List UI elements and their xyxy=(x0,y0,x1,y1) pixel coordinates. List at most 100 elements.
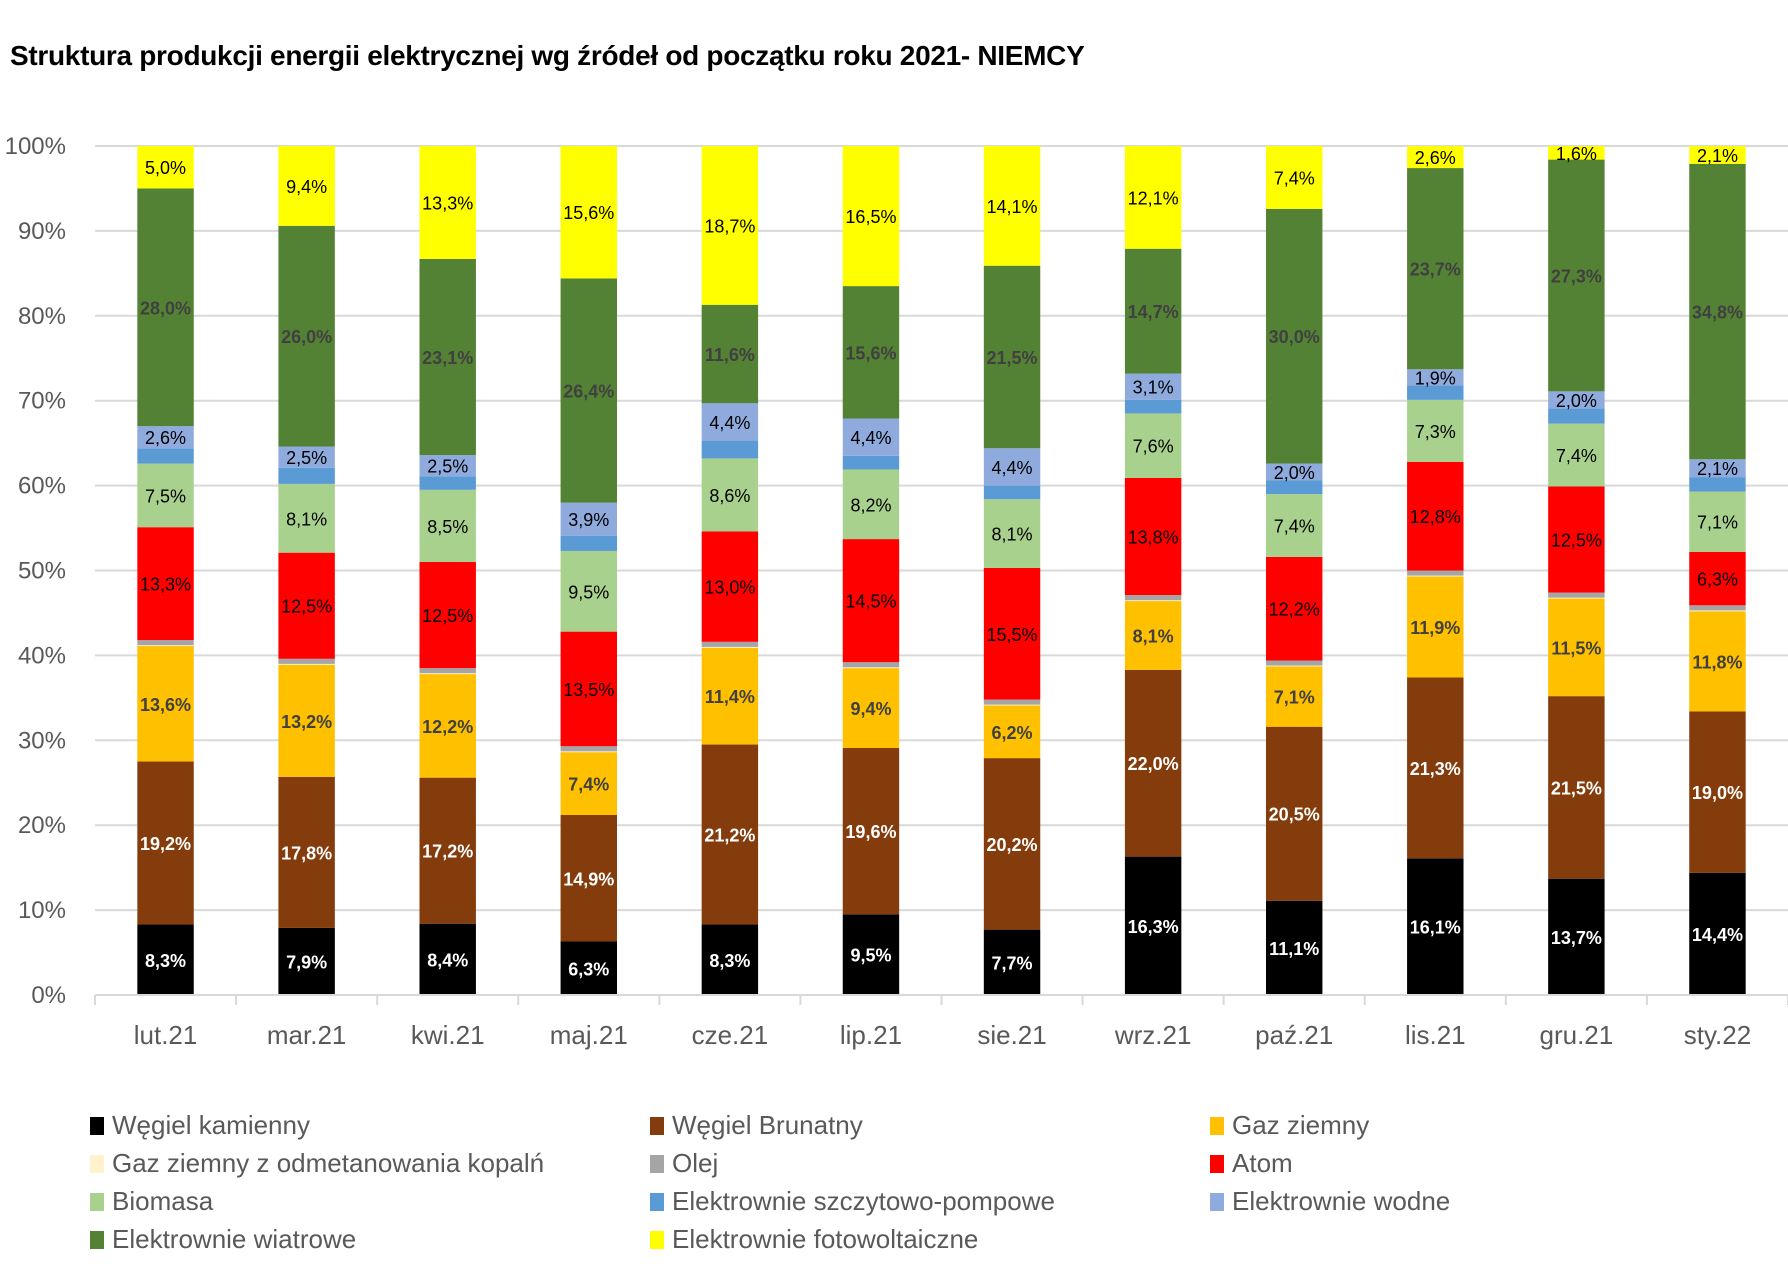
bar-stack-maj.21: 6,3% 14,9% 7,4% 13,5% 9,5% 3,9% 26,4% 15,6% xyxy=(560,146,618,995)
data-label: 16,1% xyxy=(1410,918,1461,938)
bar-stack-cze.21: 8,3% 21,2% 11,4% 13,0% 8,6% 4,4% 11,6% 18,7% xyxy=(701,146,759,995)
data-label: 13,3% xyxy=(140,575,191,595)
legend-swatch xyxy=(1210,1192,1224,1211)
data-label: 12,5% xyxy=(422,606,473,626)
bar-segment xyxy=(1265,900,1323,995)
legend-label: Atom xyxy=(1232,1148,1293,1178)
bar-segment xyxy=(842,146,900,287)
bar-segment xyxy=(1689,610,1746,612)
data-label: 3,9% xyxy=(568,510,609,530)
data-label: 5,0% xyxy=(145,158,186,178)
x-tick-label: sie.21 xyxy=(977,1020,1046,1050)
bar-segment xyxy=(1124,601,1182,670)
legend-swatch xyxy=(650,1230,664,1249)
legend-label: Węgiel kamienny xyxy=(112,1110,310,1140)
data-label: 21,5% xyxy=(987,348,1038,368)
data-label: 12,1% xyxy=(1128,188,1179,208)
bar-segment xyxy=(983,448,1041,486)
data-label: 2,6% xyxy=(145,428,186,448)
data-label: 6,3% xyxy=(568,959,609,979)
bar-segment xyxy=(701,531,759,642)
bar-segment xyxy=(560,146,618,279)
bar-segment xyxy=(1689,491,1746,552)
y-tick-label: 90% xyxy=(18,218,66,245)
data-label: 13,0% xyxy=(704,578,755,598)
data-label: 23,7% xyxy=(1410,260,1461,280)
bar-segment xyxy=(842,914,900,995)
data-label: 14,4% xyxy=(1692,925,1743,945)
bar-segment xyxy=(983,704,1041,706)
data-label: 7,9% xyxy=(286,952,327,972)
bar-segment xyxy=(842,286,900,419)
data-label: 13,3% xyxy=(422,193,473,213)
legend-label: Węgiel Brunatny xyxy=(672,1110,863,1140)
bar-segment xyxy=(137,640,194,646)
x-axis: lut.21 mar.21 kwi.21 maj.21 cze.21 lip.21 sie.… xyxy=(94,994,1788,1050)
y-tick-label: 100% xyxy=(5,133,66,160)
data-label: 11,6% xyxy=(705,345,755,365)
bar-segment xyxy=(560,535,618,551)
legend-swatch xyxy=(90,1154,104,1173)
y-tick-label: 30% xyxy=(18,727,66,754)
bar-segment xyxy=(278,552,335,659)
data-label: 7,4% xyxy=(568,775,609,795)
bar-segment xyxy=(560,815,618,942)
bar-segment xyxy=(1548,878,1605,995)
data-label: 1,9% xyxy=(1415,368,1456,388)
data-label: 14,5% xyxy=(845,592,896,612)
bar-segment xyxy=(1407,385,1464,400)
legend-swatch xyxy=(90,1116,104,1135)
bar-segment xyxy=(1407,858,1464,995)
bar-segment xyxy=(1407,576,1464,678)
bar-segment xyxy=(560,941,618,995)
data-label: 15,6% xyxy=(845,343,896,363)
bar-segment xyxy=(701,924,759,995)
data-label: 28,0% xyxy=(140,298,191,318)
bar-stack-sty.22: 14,4% 19,0% 11,8% 6,3% 7,1% 2,1% 34,8% 2,1% xyxy=(1689,146,1746,995)
bar-segment xyxy=(1407,677,1464,859)
bar-segment xyxy=(1689,605,1746,611)
bar-stack-lis.21: 16,1% 21,3% 11,9% 12,8% 7,3% 1,9% 23,7% 2,6% xyxy=(1407,146,1464,995)
legend-item: Elektrownie wiatrowe xyxy=(90,1224,650,1255)
legend-item: Atom xyxy=(1210,1148,1710,1179)
bar-segment xyxy=(983,699,1041,705)
data-label: 12,5% xyxy=(1551,531,1602,551)
bars: 8,3% 19,2% 13,6% 13,3% 7,5% 2,6% 28,0% 5,0% 7,9%… xyxy=(137,144,1746,995)
bar-segment xyxy=(701,458,759,532)
bar-stack-lut.21: 8,3% 19,2% 13,6% 13,3% 7,5% 2,6% 28,0% 5,0% xyxy=(137,146,194,995)
bar-segment xyxy=(278,776,335,928)
data-label: 9,4% xyxy=(850,699,891,719)
data-label: 8,2% xyxy=(850,495,891,515)
legend-label: Olej xyxy=(672,1148,719,1178)
bar-segment xyxy=(278,446,335,468)
bar-segment xyxy=(1689,459,1746,478)
bar-segment xyxy=(137,645,194,647)
data-label: 12,5% xyxy=(281,597,332,617)
data-label: 9,5% xyxy=(850,946,891,966)
data-label: 22,0% xyxy=(1128,754,1179,774)
data-label: 15,6% xyxy=(563,203,614,223)
data-label: 7,5% xyxy=(145,486,186,506)
bar-segment xyxy=(1689,163,1746,460)
chart-title: Struktura produkcji energii elektrycznej… xyxy=(10,40,1085,71)
bar-segment xyxy=(1265,463,1323,481)
bar-segment xyxy=(1124,600,1182,602)
data-label: 11,8% xyxy=(1692,652,1742,672)
legend-label: Gaz ziemny z odmetanowania kopalń xyxy=(112,1148,545,1178)
bar-segment xyxy=(701,304,759,404)
bar-segment xyxy=(1689,551,1746,606)
bar-segment xyxy=(560,746,618,752)
bar-segment xyxy=(1124,595,1182,601)
bar-segment xyxy=(842,418,900,456)
x-tick-label: lip.21 xyxy=(840,1020,902,1050)
bar-stack-mar.21: 7,9% 17,8% 13,2% 12,5% 8,1% 2,5% 26,0% 9,4% xyxy=(278,146,335,995)
x-tick-label: wrz.21 xyxy=(1114,1020,1192,1050)
bar-segment xyxy=(278,467,335,484)
bar-segment xyxy=(278,658,335,664)
y-tick-label: 20% xyxy=(18,812,66,839)
data-label: 13,7% xyxy=(1551,928,1602,948)
bar-segment xyxy=(983,265,1041,449)
y-tick-label: 80% xyxy=(18,303,66,330)
data-label: 14,7% xyxy=(1128,302,1179,322)
bar-segment xyxy=(419,923,476,995)
